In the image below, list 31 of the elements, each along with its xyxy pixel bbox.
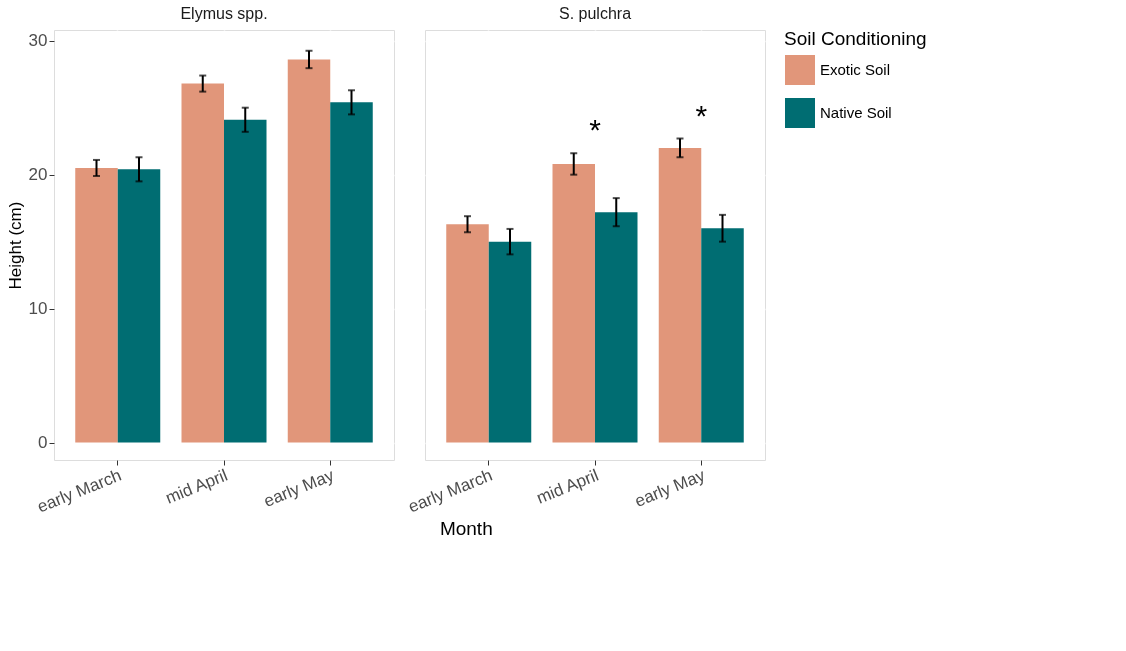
y-tick-label: 0 xyxy=(38,433,48,453)
y-tick-label: 20 xyxy=(28,165,48,185)
y-tick-label: 30 xyxy=(28,31,48,51)
bar xyxy=(552,163,595,443)
bar xyxy=(488,241,532,443)
bar xyxy=(181,83,224,443)
x-tick-label: early May xyxy=(261,465,338,511)
y-tick-label: 10 xyxy=(28,299,48,319)
bar xyxy=(75,167,118,443)
x-tick-label: early May xyxy=(632,465,709,511)
x-tick-label: early March xyxy=(34,465,125,517)
x-tick-label: mid April xyxy=(162,465,231,508)
bar xyxy=(658,147,702,443)
annotation: * xyxy=(589,113,602,147)
bar xyxy=(224,119,267,443)
bar xyxy=(595,212,638,443)
x-tick-label: early March xyxy=(405,465,496,517)
chart-title: Elymus spp. xyxy=(180,5,268,22)
x-tick-label: mid April xyxy=(533,465,602,508)
legend-label: Native Soil xyxy=(820,104,892,121)
bar xyxy=(117,169,161,443)
annotation: * xyxy=(695,98,708,132)
bar xyxy=(701,228,744,443)
legend-title: Soil Conditioning xyxy=(784,28,927,49)
legend-label: Exotic Soil xyxy=(820,61,891,78)
bar xyxy=(330,102,373,443)
y-axis-title: Height (cm) xyxy=(5,201,25,290)
x-axis-title: Month xyxy=(439,517,493,539)
bar xyxy=(446,224,489,443)
bar xyxy=(287,59,331,443)
chart-title: S. pulchra xyxy=(558,5,632,22)
